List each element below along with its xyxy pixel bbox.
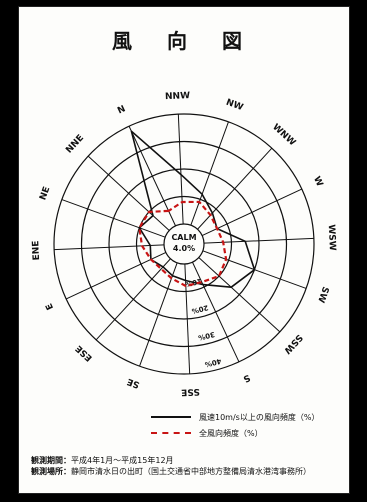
grid-spoke-NE <box>61 199 166 238</box>
legend-swatch-solid <box>151 416 191 418</box>
chart-title: 風 向 図 <box>112 29 256 53</box>
series-all-frequency-line <box>138 200 228 288</box>
direction-label-E: E <box>44 301 56 311</box>
chart-sheet: 風 向 図 N NNE NE ENE E ESE SE SSE S SSW SW WSW W WNW NW N… <box>18 6 350 494</box>
ring-label-2: 20% <box>191 303 209 315</box>
legend-label-solid: 風速10m/s以上の風向頻度（%） <box>199 412 320 422</box>
grid-ring-1 <box>135 195 233 293</box>
grid-spoke-NNW <box>177 114 184 225</box>
direction-label-NNE: NNE <box>64 133 86 155</box>
period-value: 平成4年1月～平成15年12月 <box>71 456 174 465</box>
grid-spoke-SSW <box>198 257 281 333</box>
grid-spoke-N <box>128 125 177 227</box>
grid-ring-2 <box>108 168 260 320</box>
direction-label-SSW: SSW <box>281 332 304 355</box>
grid-ring-3 <box>80 140 288 348</box>
direction-label-N: N <box>116 104 127 116</box>
place-value: 静岡市清水日の出町（国土交通省中部地方整備局清水港湾事務所） <box>71 467 311 476</box>
place-label: 観測場所： <box>31 467 71 476</box>
calm-value: 4.0% <box>173 244 195 253</box>
calm-background <box>165 225 203 263</box>
period-label: 観測期間： <box>31 456 71 465</box>
direction-label-W: W <box>311 175 324 188</box>
observation-period: 観測期間：平成4年1月～平成15年12月 <box>31 455 311 466</box>
wind-rose-chart: NNNENEENEEESESESSESSSWSWWSWWWNWNWNNW10%2… <box>31 91 337 397</box>
grid-spoke-NW <box>190 121 229 226</box>
grid-spoke-W <box>201 188 303 237</box>
ring-label-3: 30% <box>197 330 215 342</box>
grid-spoke-NNE <box>87 155 170 231</box>
direction-label-WNW: WNW <box>270 122 297 148</box>
legend-label-dashed: 全風向頻度（%） <box>199 428 263 438</box>
direction-label-ENE: ENE <box>31 240 42 260</box>
grid-spoke-S <box>191 261 240 363</box>
direction-label-WSW: WSW <box>326 224 337 251</box>
direction-label-S: S <box>241 372 251 384</box>
series-strong-wind-frequency-line <box>130 130 256 289</box>
direction-label-SSE: SSE <box>181 386 200 397</box>
legend-swatch-dashed <box>151 432 191 434</box>
footer-notes: 観測期間：平成4年1月～平成15年12月 観測場所：静岡市清水日の出町（国土交通… <box>31 455 311 477</box>
legend: 風速10m/s以上の風向頻度（%） 全風向頻度（%） <box>151 409 319 441</box>
observation-place: 観測場所：静岡市清水日の出町（国土交通省中部地方整備局清水港湾事務所） <box>31 466 311 477</box>
grid-ring-4 <box>53 113 315 375</box>
grid-spoke-ENE <box>54 244 165 251</box>
ring-label-4: 40% <box>204 357 222 369</box>
direction-label-ESE: ESE <box>74 343 95 363</box>
direction-label-NE: NE <box>38 185 52 201</box>
direction-label-SW: SW <box>315 285 330 304</box>
legend-item-dashed: 全風向頻度（%） <box>151 425 319 441</box>
grid-spoke-WNW <box>197 147 273 230</box>
direction-label-NW: NW <box>225 98 245 113</box>
grid-spoke-SE <box>139 262 178 367</box>
grid-spoke-E <box>65 251 167 300</box>
legend-item-solid: 風速10m/s以上の風向頻度（%） <box>151 409 319 425</box>
direction-label-NNW: NNW <box>165 91 190 102</box>
direction-label-SE: SE <box>126 376 141 390</box>
grid-spoke-ESE <box>95 258 171 341</box>
grid-spoke-SSE <box>184 263 191 374</box>
calm-label: CALM <box>171 233 196 242</box>
